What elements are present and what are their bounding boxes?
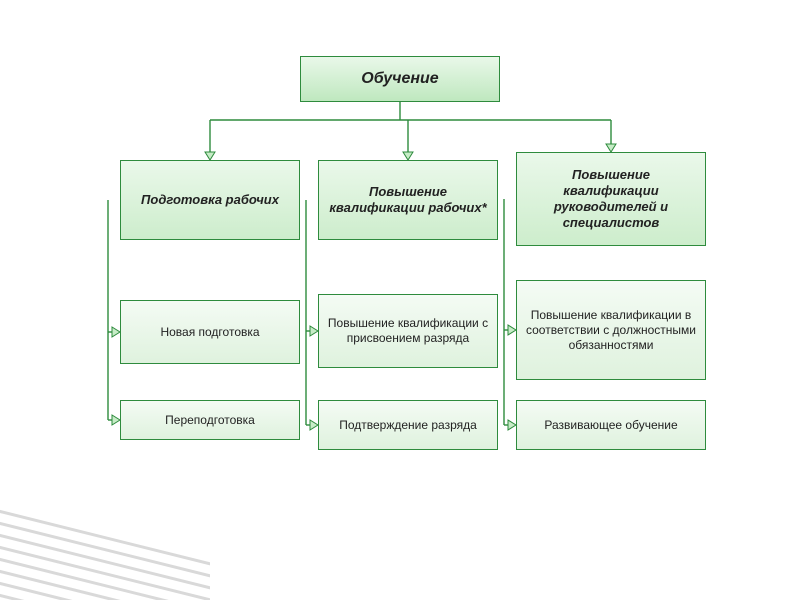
node-n1a: Новая подготовка xyxy=(120,300,300,364)
node-n2b: Подтверждение разряда xyxy=(318,400,498,450)
node-cat3: Повышение квалификации руководителей и с… xyxy=(516,152,706,246)
node-n1b: Переподготовка xyxy=(120,400,300,440)
node-cat2: Повышение квалификации рабочих* xyxy=(318,160,498,240)
node-n3b: Развивающее обучение xyxy=(516,400,706,450)
node-n2a: Повышение квалификации с присвоением раз… xyxy=(318,294,498,368)
diagram-canvas: ОбучениеПодготовка рабочихПовышение квал… xyxy=(0,0,800,600)
node-root: Обучение xyxy=(300,56,500,102)
node-n3a: Повышение квалификации в соответствии с … xyxy=(516,280,706,380)
corner-decoration xyxy=(0,480,210,600)
node-cat1: Подготовка рабочих xyxy=(120,160,300,240)
